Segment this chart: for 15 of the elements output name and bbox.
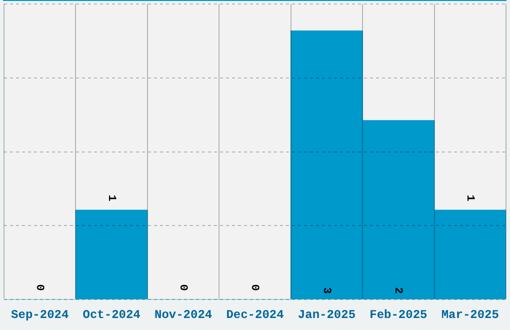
bar (75, 210, 148, 300)
x-tick-label: Feb-2025 (370, 308, 428, 322)
data-label: 0 (248, 284, 260, 291)
x-tick-label: Dec-2024 (226, 308, 284, 322)
x-tick-label: Sep-2024 (11, 308, 69, 322)
data-label: 0 (176, 284, 189, 291)
data-label: 3 (320, 287, 332, 294)
data-label: 0 (33, 284, 46, 291)
x-tick-label: Jan-2025 (298, 308, 356, 322)
x-tick-label: Oct-2024 (82, 308, 140, 322)
data-label: 1 (463, 194, 476, 202)
x-tick-label: Mar-2025 (441, 308, 499, 322)
data-label: 1 (104, 194, 117, 202)
x-tick-label: Nov-2024 (154, 308, 212, 322)
data-label: 2 (392, 287, 404, 294)
